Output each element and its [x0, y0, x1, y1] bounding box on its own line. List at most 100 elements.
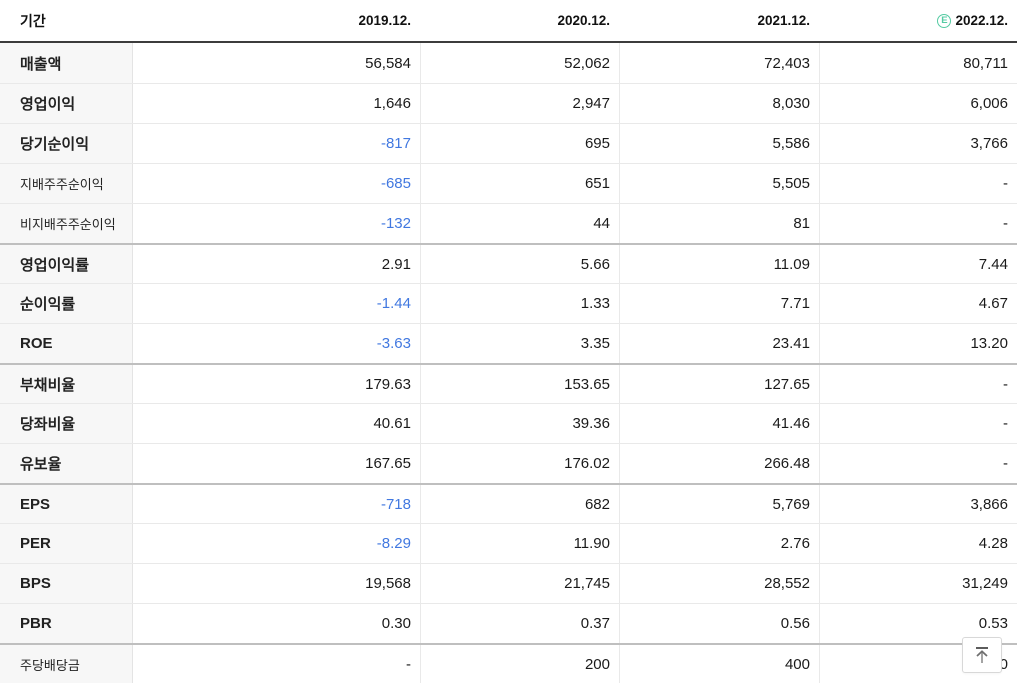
row-label: ROE	[0, 324, 133, 363]
value-cell: -	[819, 444, 1017, 483]
column-header-2021-12: 2021.12.	[619, 0, 819, 41]
value-cell: 179.63	[133, 365, 420, 403]
value-cell: 695	[420, 124, 619, 163]
value-cell: -132	[133, 204, 420, 243]
table-row: 당기순이익 -817 695 5,586 3,766	[0, 123, 1017, 163]
value-cell: -	[819, 404, 1017, 443]
row-label: 유보율	[0, 444, 133, 483]
value-cell: -	[819, 204, 1017, 243]
value-cell: 3.35	[420, 324, 619, 363]
value-cell: 176.02	[420, 444, 619, 483]
value-cell: 72,403	[619, 43, 819, 83]
value-cell: 2,947	[420, 84, 619, 123]
value-cell: -685	[133, 164, 420, 203]
row-label: 부채비율	[0, 365, 133, 403]
value-cell: -3.63	[133, 324, 420, 363]
value-cell: 200	[420, 645, 619, 683]
value-cell: 40.61	[133, 404, 420, 443]
row-label: PER	[0, 524, 133, 563]
column-header-2019-12: 2019.12.	[133, 0, 420, 41]
table-row: 지배주주순이익 -685 651 5,505 -	[0, 163, 1017, 203]
row-label: 당좌비율	[0, 404, 133, 443]
value-cell: 39.36	[420, 404, 619, 443]
value-cell: 5,505	[619, 164, 819, 203]
value-cell: 167.65	[133, 444, 420, 483]
value-cell: -	[133, 645, 420, 683]
row-label: PBR	[0, 604, 133, 643]
table-header-row: 기간 2019.12. 2020.12. 2021.12. E 2022.12.	[0, 0, 1017, 43]
row-label: 영업이익	[0, 84, 133, 123]
estimate-icon: E	[937, 13, 952, 28]
value-cell: 153.65	[420, 365, 619, 403]
value-cell: 4.67	[819, 284, 1017, 323]
table-row: 부채비율 179.63 153.65 127.65 -	[0, 363, 1017, 403]
column-header-period: 기간	[0, 0, 133, 41]
row-label: 지배주주순이익	[0, 164, 133, 203]
value-cell: -817	[133, 124, 420, 163]
row-label: 영업이익률	[0, 245, 133, 283]
table-row: ROE -3.63 3.35 23.41 13.20	[0, 323, 1017, 363]
table-row: 순이익률 -1.44 1.33 7.71 4.67	[0, 283, 1017, 323]
row-label: BPS	[0, 564, 133, 603]
value-cell: 0.53	[819, 604, 1017, 643]
value-cell: 6,006	[819, 84, 1017, 123]
value-cell: 1.33	[420, 284, 619, 323]
value-cell: 266.48	[619, 444, 819, 483]
value-cell: -718	[133, 485, 420, 523]
table-row: 매출액 56,584 52,062 72,403 80,711	[0, 43, 1017, 83]
value-cell: 5.66	[420, 245, 619, 283]
value-cell: 13.20	[819, 324, 1017, 363]
value-cell: 52,062	[420, 43, 619, 83]
value-cell: 28,552	[619, 564, 819, 603]
table-row: 영업이익 1,646 2,947 8,030 6,006	[0, 83, 1017, 123]
table-row: PER -8.29 11.90 2.76 4.28	[0, 523, 1017, 563]
value-cell: 400	[619, 645, 819, 683]
value-cell: 682	[420, 485, 619, 523]
value-cell: 19,568	[133, 564, 420, 603]
column-header-2022-12-estimate: E 2022.12.	[819, 0, 1017, 41]
value-cell: 127.65	[619, 365, 819, 403]
table-row: EPS -718 682 5,769 3,866	[0, 483, 1017, 523]
value-cell: 7.44	[819, 245, 1017, 283]
value-cell: 80,711	[819, 43, 1017, 83]
row-label: 매출액	[0, 43, 133, 83]
table-body: 매출액 56,584 52,062 72,403 80,711 영업이익 1,6…	[0, 43, 1017, 683]
value-cell: 5,586	[619, 124, 819, 163]
column-header-label: 2020.12.	[557, 13, 610, 28]
value-cell: 81	[619, 204, 819, 243]
column-header-label: 2021.12.	[757, 13, 810, 28]
value-cell: 21,745	[420, 564, 619, 603]
value-cell: -	[819, 365, 1017, 403]
table-row: 유보율 167.65 176.02 266.48 -	[0, 443, 1017, 483]
table-row: 주당배당금 - 200 400 400	[0, 643, 1017, 683]
value-cell: 1,646	[133, 84, 420, 123]
value-cell: 7.71	[619, 284, 819, 323]
value-cell: 31,249	[819, 564, 1017, 603]
value-cell: 0.37	[420, 604, 619, 643]
value-cell: 11.09	[619, 245, 819, 283]
value-cell: 2.76	[619, 524, 819, 563]
value-cell: 23.41	[619, 324, 819, 363]
value-cell: 5,769	[619, 485, 819, 523]
value-cell: 2.91	[133, 245, 420, 283]
column-header-label: 2019.12.	[358, 13, 411, 28]
row-label: 순이익률	[0, 284, 133, 323]
value-cell: 0.56	[619, 604, 819, 643]
value-cell: 11.90	[420, 524, 619, 563]
value-cell: 44	[420, 204, 619, 243]
value-cell: 8,030	[619, 84, 819, 123]
value-cell: 41.46	[619, 404, 819, 443]
scroll-to-top-button[interactable]	[962, 637, 1002, 673]
value-cell: 3,866	[819, 485, 1017, 523]
value-cell: 651	[420, 164, 619, 203]
row-label: 비지배주주순이익	[0, 204, 133, 243]
value-cell: 4.28	[819, 524, 1017, 563]
period-label: 기간	[20, 12, 46, 29]
value-cell: 0.30	[133, 604, 420, 643]
table-row: 영업이익률 2.91 5.66 11.09 7.44	[0, 243, 1017, 283]
table-row: 비지배주주순이익 -132 44 81 -	[0, 203, 1017, 243]
column-header-2020-12: 2020.12.	[420, 0, 619, 41]
value-cell: -1.44	[133, 284, 420, 323]
value-cell: 3,766	[819, 124, 1017, 163]
